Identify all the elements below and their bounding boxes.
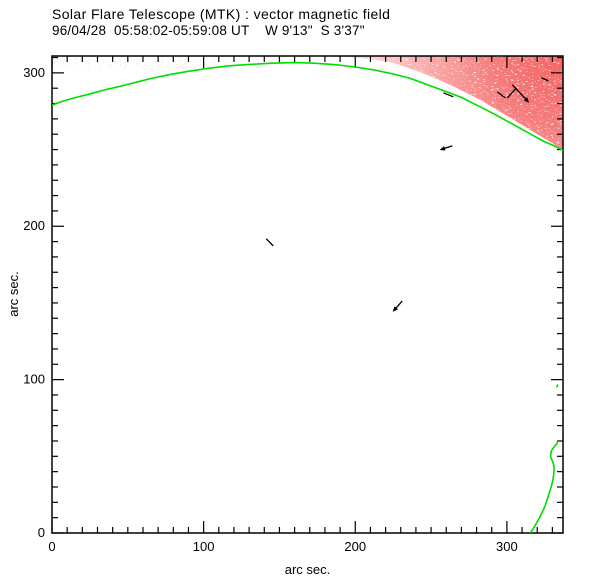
limb-contour [529, 440, 559, 533]
y-axis-title: arc sec. [6, 271, 21, 317]
vector-arrowhead [439, 146, 446, 151]
vector-field-layer [265, 77, 549, 312]
vector-arrowhead [523, 97, 530, 103]
field-vector [541, 77, 549, 82]
x-tick-label: 200 [344, 539, 366, 554]
intensity-shading-layer [52, 56, 563, 150]
plot-title: Solar Flare Telescope (MTK) : vector mag… [52, 6, 391, 22]
field-vector [394, 300, 403, 310]
x-tick-label: 0 [48, 539, 55, 554]
x-tick-label: 100 [193, 539, 215, 554]
limb-contour [52, 61, 563, 152]
limb-contour-layer [52, 61, 563, 533]
vector-arrowhead [392, 306, 399, 312]
plot-frame [51, 55, 564, 534]
field-vector [265, 238, 274, 247]
x-axis-title: arc sec. [284, 562, 331, 577]
y-tick-label: 100 [23, 372, 45, 387]
field-vector [496, 91, 506, 99]
x-tick-label: 300 [496, 539, 518, 554]
y-tick-label: 0 [38, 525, 45, 540]
intensity-shading [330, 56, 563, 150]
field-vector [443, 92, 454, 98]
field-vector [443, 145, 453, 150]
field-vector [511, 84, 527, 101]
y-tick-label: 300 [23, 65, 45, 80]
plot-subtitle: 96/04/28 05:58:02-05:59:08 UT W 9'13" S … [52, 23, 365, 38]
limb-contour [555, 384, 559, 388]
y-tick-label: 200 [23, 218, 45, 233]
field-vector [506, 87, 517, 99]
axes-layer: 0 100 200 300 0 100 200 300 [23, 55, 564, 554]
